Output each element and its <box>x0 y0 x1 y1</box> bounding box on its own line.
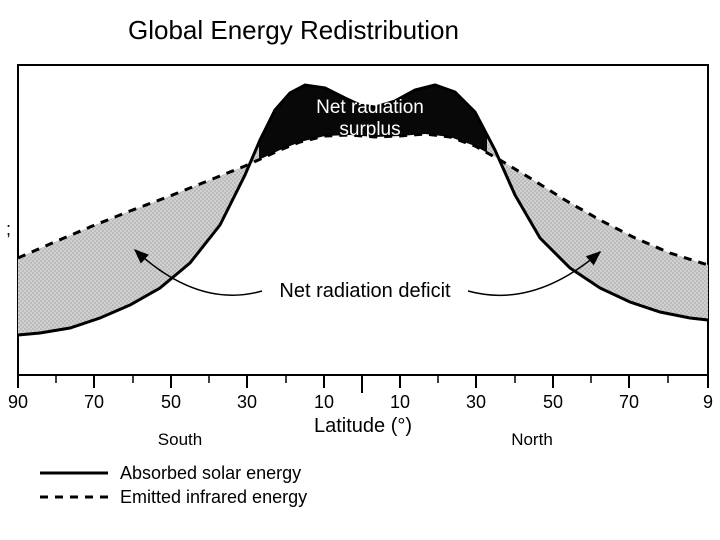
south-label: South <box>158 430 202 449</box>
x-tick-label: 30 <box>466 392 486 412</box>
x-tick-label: 70 <box>84 392 104 412</box>
x-tick-label: 10 <box>314 392 334 412</box>
surplus-annotation-line2: surplus <box>339 119 400 140</box>
north-label: North <box>511 430 553 449</box>
legend-solid-label: Absorbed solar energy <box>120 463 301 483</box>
x-tick-label: 50 <box>543 392 563 412</box>
x-axis-label: Latitude (°) <box>314 415 412 437</box>
x-tick-label: 50 <box>161 392 181 412</box>
surplus-annotation-line1: Net radiation <box>316 97 424 118</box>
x-tick-label: 70 <box>619 392 639 412</box>
energy-chart: 90 70 50 30 10 10 30 50 70 9 Latitude (°) South Nort… <box>0 0 720 540</box>
x-tick-label: 90 <box>8 392 28 412</box>
legend-dashed-label: Emitted infrared energy <box>120 487 307 507</box>
deficit-annotation: Net radiation deficit <box>279 280 451 302</box>
x-tick-label: 10 <box>390 392 410 412</box>
x-tick-label: 30 <box>237 392 257 412</box>
stray-mark: ; <box>6 219 11 239</box>
x-tick-label: 9 <box>703 392 713 412</box>
